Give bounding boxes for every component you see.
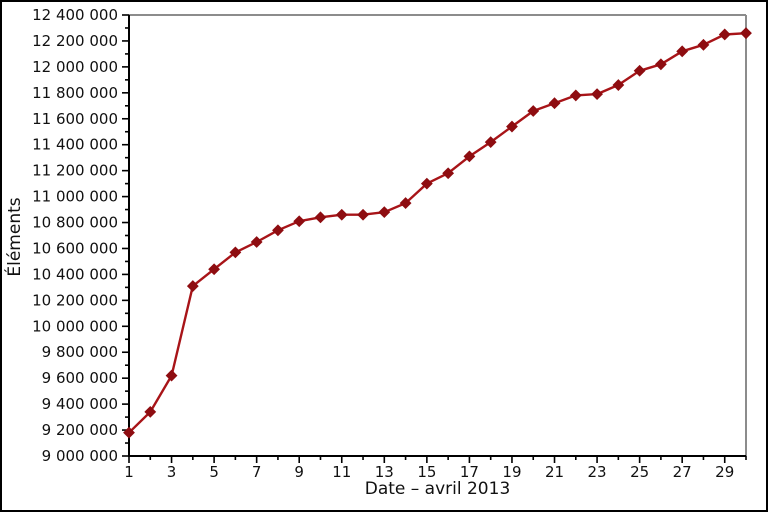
y-tick-label: 9 000 000 <box>42 447 118 465</box>
x-tick-label: 13 <box>375 463 394 481</box>
data-point-marker <box>676 45 689 58</box>
y-tick-label: 12 400 000 <box>32 6 118 24</box>
data-point-marker <box>378 206 391 219</box>
data-point-marker <box>335 208 348 221</box>
data-point-marker <box>527 105 540 117</box>
data-point-marker <box>569 89 582 102</box>
y-tick-label: 9 800 000 <box>42 343 118 361</box>
data-point-marker <box>314 211 327 224</box>
x-tick-label: 15 <box>417 463 436 481</box>
data-point-marker <box>591 88 603 101</box>
data-point-marker <box>165 369 178 382</box>
x-tick-label: 5 <box>209 463 219 481</box>
x-tick-label: 1 <box>124 463 134 481</box>
data-point-marker <box>633 64 646 77</box>
data-point-marker <box>442 167 455 180</box>
data-point-marker <box>208 263 221 276</box>
x-tick-label: 17 <box>460 463 479 481</box>
y-tick-label: 10 000 000 <box>32 317 118 335</box>
y-tick-label: 11 400 000 <box>32 136 118 154</box>
data-point-marker <box>463 150 476 163</box>
data-point-marker <box>399 197 412 209</box>
y-tick-label: 11 800 000 <box>32 84 118 102</box>
x-tick-label: 23 <box>588 463 607 481</box>
data-point-marker <box>123 426 135 439</box>
data-point-marker <box>144 405 157 418</box>
data-point-marker <box>548 97 561 110</box>
y-tick-label: 9 400 000 <box>42 395 118 413</box>
data-point-marker <box>718 28 731 41</box>
data-point-marker <box>612 79 625 91</box>
y-tick-label: 12 200 000 <box>32 32 118 50</box>
data-point-marker <box>420 177 433 190</box>
data-point-marker <box>697 38 710 51</box>
data-point-marker <box>740 27 752 40</box>
data-point-marker <box>229 246 242 259</box>
x-tick-label: 25 <box>630 463 649 481</box>
y-tick-label: 9 600 000 <box>42 369 118 387</box>
y-axis-title: Éléments <box>5 197 25 277</box>
data-point-marker <box>272 224 284 237</box>
y-tick-label: 10 400 000 <box>32 265 118 283</box>
x-tick-label: 27 <box>673 463 692 481</box>
data-point-marker <box>186 280 199 292</box>
data-point-marker <box>357 208 369 221</box>
x-tick-label: 21 <box>545 463 564 481</box>
data-point-marker <box>250 236 263 248</box>
x-tick-label: 19 <box>502 463 521 481</box>
x-axis-title: Date – avril 2013 <box>364 479 511 499</box>
x-tick-label: 11 <box>332 463 351 481</box>
data-point-marker <box>484 136 497 149</box>
x-tick-label: 29 <box>715 463 734 481</box>
y-tick-label: 10 800 000 <box>32 214 118 232</box>
x-tick-label: 7 <box>252 463 262 481</box>
y-tick-label: 9 200 000 <box>42 421 118 439</box>
y-tick-label: 11 600 000 <box>32 110 118 128</box>
x-tick-label: 9 <box>294 463 304 481</box>
x-tick-label: 3 <box>167 463 177 481</box>
y-tick-label: 12 000 000 <box>32 58 118 76</box>
data-point-marker <box>654 58 667 71</box>
data-point-marker <box>506 120 518 133</box>
y-tick-label: 11 000 000 <box>32 188 118 206</box>
y-tick-label: 10 200 000 <box>32 291 118 309</box>
y-tick-label: 11 200 000 <box>32 162 118 180</box>
y-tick-label: 10 600 000 <box>32 239 118 257</box>
data-point-marker <box>293 215 306 228</box>
